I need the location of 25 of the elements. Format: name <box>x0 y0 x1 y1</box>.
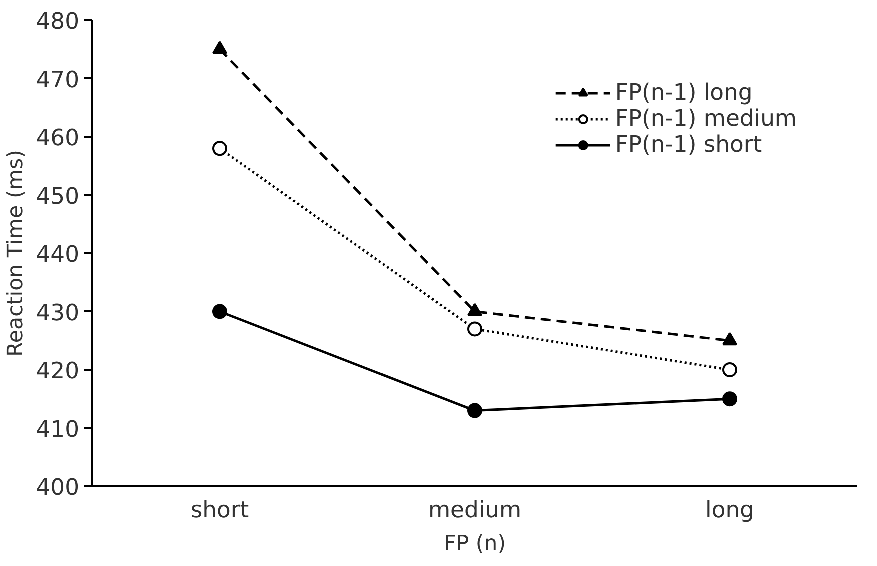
point <box>722 362 738 378</box>
y-tick-label: 460 <box>36 126 80 152</box>
y-tick-label: 480 <box>36 9 80 35</box>
y-tick-label: 450 <box>36 184 80 210</box>
x-tick-label: short <box>190 498 250 524</box>
legend-label: FP(n-1) short <box>615 132 762 158</box>
point <box>212 141 228 156</box>
y-tick-label: 410 <box>36 416 80 443</box>
point <box>468 322 482 337</box>
point <box>212 304 228 320</box>
point <box>722 392 738 407</box>
point <box>468 303 482 317</box>
y-tick-label: 430 <box>36 300 80 326</box>
x-axis-title: FP (n) <box>444 532 506 556</box>
y-tick-label: 470 <box>36 67 80 94</box>
y-axis-title: Reaction Time (ms) <box>3 150 28 357</box>
y-tick-label: 400 <box>36 475 80 501</box>
legend-label: FP(n-1) long <box>615 80 753 106</box>
point <box>212 41 228 54</box>
x-tick-label: medium <box>428 498 522 524</box>
point <box>468 403 482 418</box>
x-tick-label: long <box>706 498 754 524</box>
y-tick-label: 440 <box>36 242 80 268</box>
y-tick-label: 420 <box>36 358 80 384</box>
legend-label: FP(n-1) medium <box>615 106 797 132</box>
